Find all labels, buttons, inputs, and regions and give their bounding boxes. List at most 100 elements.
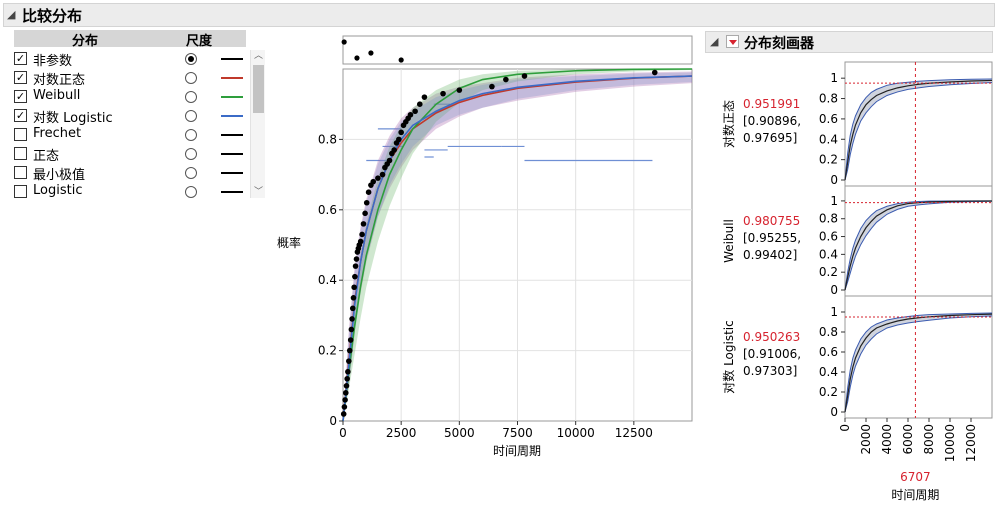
- fit-line: [342, 75, 693, 422]
- nonparametric-point: [340, 411, 347, 417]
- nonparametric-point: [379, 171, 386, 178]
- x-tick-label: 5000: [444, 426, 475, 440]
- nonparametric-point: [342, 390, 349, 396]
- collapse-triangle-icon[interactable]: ◢: [7, 8, 16, 21]
- nonparametric-point: [360, 221, 367, 227]
- nonparametric-point: [489, 83, 495, 90]
- censored-point: [354, 55, 360, 61]
- scale-radio[interactable]: [185, 110, 197, 122]
- distribution-checkbox[interactable]: [14, 185, 27, 198]
- distribution-label: Logistic: [33, 183, 83, 198]
- line-color-swatch[interactable]: [221, 77, 243, 79]
- nonparametric-point: [416, 101, 423, 107]
- scale-radio[interactable]: [185, 129, 197, 141]
- nonparametric-point: [348, 326, 355, 333]
- distribution-label: 对数正态: [33, 73, 86, 88]
- line-color-swatch[interactable]: [221, 96, 243, 98]
- nonparametric-point: [345, 368, 351, 375]
- profiler-title: 分布刻画器: [744, 36, 814, 52]
- scroll-thumb[interactable]: [253, 65, 264, 113]
- nonparametric-point: [349, 316, 355, 322]
- nonparametric-point: [396, 136, 402, 143]
- collapse-triangle-icon[interactable]: ◢: [710, 35, 719, 48]
- nonparametric-point: [341, 404, 348, 410]
- nonparametric-point: [346, 358, 352, 364]
- line-color-swatch[interactable]: [221, 58, 243, 60]
- nonparametric-point: [353, 256, 360, 262]
- distribution-label: 对数 Logistic: [33, 111, 113, 126]
- nonparametric-point: [421, 94, 428, 100]
- y-tick-label: 0.6: [318, 203, 337, 217]
- header-scale: 尺度: [186, 34, 213, 49]
- y-tick-label: 0: [329, 414, 337, 428]
- nonparametric-point: [503, 76, 509, 83]
- nonparametric-point: [521, 73, 528, 79]
- distribution-checkbox[interactable]: [14, 166, 27, 179]
- distribution-label: Frechet: [33, 126, 82, 141]
- line-color-swatch[interactable]: [221, 172, 243, 174]
- x-axis-title: 时间周期: [493, 444, 541, 458]
- distribution-checkbox[interactable]: ✓: [14, 52, 27, 65]
- distribution-checkbox[interactable]: [14, 147, 27, 160]
- x-tick-label: 0: [339, 426, 347, 440]
- nonparametric-point: [440, 90, 446, 97]
- scale-radio[interactable]: [185, 53, 197, 65]
- nonparametric-point: [357, 238, 364, 245]
- distribution-table-header: 分布 尺度: [14, 30, 246, 49]
- nonparametric-point: [343, 383, 350, 389]
- distribution-row: Logistic: [14, 182, 246, 201]
- y-tick-label: 0.2: [318, 344, 337, 358]
- x-tick-label: 12500: [615, 426, 653, 440]
- line-color-swatch[interactable]: [221, 115, 243, 117]
- x-tick-label: 2500: [386, 426, 417, 440]
- distribution-checkbox[interactable]: ✓: [14, 109, 27, 122]
- nonparametric-point: [342, 397, 348, 403]
- line-color-swatch[interactable]: [221, 191, 243, 193]
- report-title: 比较分布: [22, 7, 83, 25]
- y-axis-title: 概率: [277, 235, 301, 250]
- line-color-swatch[interactable]: [221, 153, 243, 155]
- nonparametric-point: [351, 284, 357, 291]
- distribution-checkbox[interactable]: ✓: [14, 71, 27, 84]
- nonparametric-point: [407, 111, 414, 118]
- distribution-checkbox[interactable]: [14, 128, 27, 141]
- line-color-swatch[interactable]: [221, 134, 243, 136]
- scroll-up-icon[interactable]: ︿: [253, 51, 263, 61]
- distribution-row: ✓ 非参数: [14, 49, 246, 69]
- nonparametric-point: [370, 178, 377, 185]
- nonparametric-point: [344, 375, 350, 382]
- distribution-label: 最小极值: [33, 168, 86, 183]
- censored-point: [398, 57, 404, 63]
- censored-point: [368, 50, 374, 56]
- distribution-table: 分布 尺度 ✓ 非参数 ✓ 对数正态 ✓ Weibull ✓ 对数 Logistic Frech…: [14, 30, 266, 198]
- nonparametric-point: [365, 189, 372, 195]
- scale-radio[interactable]: [185, 72, 197, 84]
- y-tick-label: 0.8: [318, 132, 337, 146]
- nonparametric-point: [363, 199, 370, 206]
- scale-radio[interactable]: [185, 167, 197, 179]
- red-triangle-menu-icon[interactable]: [726, 35, 739, 48]
- nonparametric-point: [347, 337, 354, 343]
- nonparametric-point: [386, 157, 393, 164]
- scroll-down-icon[interactable]: ﹀: [253, 187, 263, 197]
- nonparametric-point: [352, 273, 358, 280]
- distribution-checkbox[interactable]: ✓: [14, 90, 27, 103]
- nonparametric-point: [398, 129, 404, 136]
- censor-strip: [342, 35, 693, 65]
- nonparametric-point: [412, 108, 418, 115]
- scale-radio[interactable]: [185, 148, 197, 160]
- distribution-row: Frechet: [14, 125, 246, 144]
- scale-radio[interactable]: [185, 91, 197, 103]
- header-distribution: 分布: [72, 34, 99, 49]
- scale-radio[interactable]: [185, 186, 197, 198]
- nonparametric-point: [391, 147, 397, 153]
- distribution-row: ✓ Weibull: [14, 87, 246, 106]
- table-scrollbar[interactable]: ︿ ﹀: [250, 50, 265, 198]
- y-tick-label: 0.4: [318, 273, 337, 287]
- fit-line: [342, 68, 693, 422]
- report-title-bar: ◢ 比较分布: [3, 3, 995, 27]
- nonparametric-point: [352, 263, 359, 269]
- nonparametric-point: [346, 347, 353, 354]
- distribution-row: ✓ 对数正态: [14, 68, 246, 88]
